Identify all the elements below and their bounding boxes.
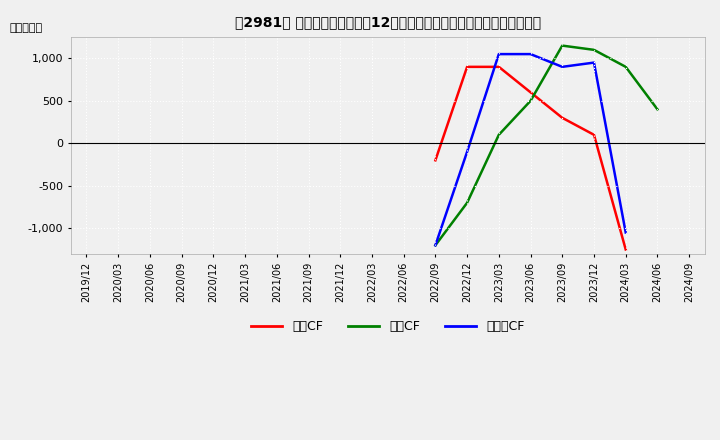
フリーCF	[558, 64, 567, 70]
投資CF	[653, 106, 662, 112]
フリーCF	[495, 51, 503, 57]
投資CF	[558, 43, 567, 48]
営業CF	[558, 115, 567, 121]
Line: フリーCF: フリーCF	[436, 54, 626, 245]
営業CF	[495, 64, 503, 70]
投資CF	[590, 47, 598, 52]
投資CF	[526, 98, 535, 103]
Y-axis label: （百万円）: （百万円）	[9, 23, 42, 33]
フリーCF	[431, 242, 440, 248]
投資CF	[495, 132, 503, 137]
フリーCF	[463, 149, 472, 154]
Title: 【2981】 キャッシュフローの12か月移動合計の対前年同期増減額の推移: 【2981】 キャッシュフローの12か月移動合計の対前年同期増減額の推移	[235, 15, 541, 29]
フリーCF	[590, 60, 598, 65]
営業CF	[621, 247, 630, 252]
Line: 営業CF: 営業CF	[436, 67, 626, 249]
営業CF	[526, 90, 535, 95]
投資CF	[463, 200, 472, 205]
フリーCF	[526, 51, 535, 57]
営業CF	[463, 64, 472, 70]
Line: 投資CF: 投資CF	[436, 46, 657, 245]
営業CF	[431, 158, 440, 163]
Legend: 営業CF, 投資CF, フリーCF: 営業CF, 投資CF, フリーCF	[246, 315, 530, 338]
投資CF	[431, 242, 440, 248]
営業CF	[590, 132, 598, 137]
フリーCF	[621, 230, 630, 235]
投資CF	[621, 64, 630, 70]
